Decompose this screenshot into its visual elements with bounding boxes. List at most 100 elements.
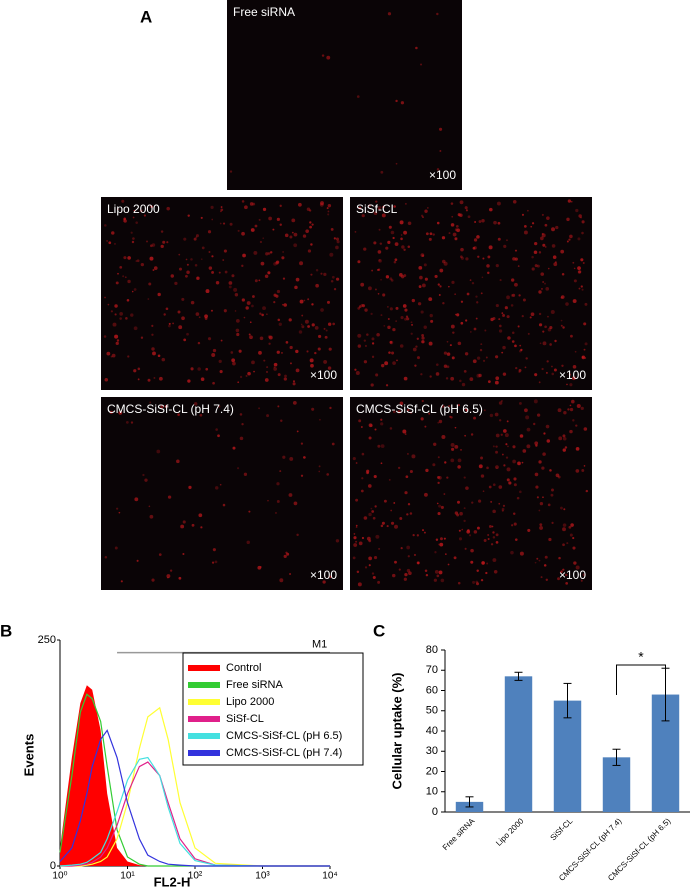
fluorescent-spot	[104, 555, 108, 559]
fluorescent-spot	[186, 270, 190, 275]
fluorescent-spot	[446, 476, 449, 479]
fluorescent-spot	[536, 496, 539, 499]
fluorescent-spot	[577, 266, 581, 271]
fluorescent-spot	[398, 272, 403, 277]
fluorescent-spot	[279, 223, 282, 226]
fluorescent-spot	[323, 327, 326, 330]
fluorescent-spot	[230, 351, 234, 354]
fluorescent-spot	[281, 303, 284, 306]
fluorescent-spot	[463, 507, 466, 510]
fluorescent-spot	[299, 261, 304, 266]
y-axis-label: Cellular uptake (%)	[389, 672, 404, 789]
fluorescent-spot	[130, 313, 134, 317]
legend-box	[182, 652, 364, 766]
fluorescent-spot	[435, 363, 439, 366]
bar	[553, 700, 582, 812]
fluorescent-spot	[371, 342, 375, 345]
fluorescent-spot	[505, 456, 509, 459]
fluorescent-spot	[137, 378, 140, 381]
fluorescent-spot	[363, 247, 367, 251]
fluorescent-spot	[215, 281, 220, 285]
fluorescent-spot	[358, 541, 363, 546]
fluorescent-spot	[558, 436, 563, 441]
fluorescent-spot	[539, 342, 542, 345]
fluorescent-spot	[231, 358, 236, 363]
fluorescent-spot	[426, 207, 429, 209]
fluorescent-spot	[403, 248, 406, 252]
fluorescent-spot	[519, 490, 522, 494]
fluorescent-spot	[331, 442, 335, 446]
fluorescent-spot	[314, 326, 319, 330]
fluorescent-spot	[422, 529, 424, 532]
fluorescent-spot	[246, 301, 251, 305]
fluorescent-spot	[164, 405, 168, 408]
fluorescent-spot	[140, 262, 144, 267]
fluorescent-spot	[258, 407, 260, 410]
fluorescent-spot	[144, 478, 148, 482]
fluorescent-spot	[557, 577, 560, 581]
fluorescent-spot	[457, 458, 462, 463]
fluorescent-spot	[562, 436, 567, 441]
fluorescent-spot	[210, 205, 214, 209]
histogram-line	[59, 729, 330, 867]
fluorescent-spot	[220, 208, 224, 212]
fluorescent-spot	[355, 526, 358, 528]
fluorescent-spot	[473, 327, 477, 331]
fluorescent-spot	[366, 333, 369, 336]
fluorescent-spot	[441, 404, 445, 408]
fluorescent-spot	[480, 292, 483, 295]
fluorescent-spot	[423, 325, 427, 329]
fluorescent-spot	[291, 231, 294, 234]
fluorescent-spot	[295, 277, 300, 282]
fluorescent-spot	[472, 359, 477, 364]
fluorescent-spot	[185, 258, 188, 261]
fluorescent-spot	[502, 504, 506, 507]
fluorescent-spot	[564, 446, 568, 449]
fluorescent-spot	[465, 257, 469, 261]
fluorescent-spot	[127, 355, 130, 358]
fluorescent-spot	[424, 277, 428, 281]
fluorescent-spot	[407, 503, 411, 506]
fluorescent-spot	[355, 540, 358, 543]
fluorescent-spot	[289, 235, 293, 239]
fluorescent-spot	[212, 548, 216, 552]
fluorescent-spot	[563, 410, 567, 415]
fluorescent-spot	[162, 240, 166, 244]
fluorescent-spot	[473, 416, 477, 420]
fluorescent-spot	[470, 548, 474, 553]
fluorescent-spot	[498, 502, 501, 505]
fluorescent-spot	[492, 558, 497, 562]
magnification: ×100	[310, 368, 337, 382]
x-tick-label: Lipo 2000	[494, 816, 526, 848]
fluorescent-spot	[273, 366, 276, 369]
fluorescent-spot	[456, 313, 460, 317]
fluorescent-spot	[380, 462, 383, 465]
fluorescent-spot	[187, 214, 190, 217]
fluorescent-spot	[327, 366, 332, 370]
fluorescent-spot	[488, 245, 493, 250]
fluorescent-spot	[178, 325, 183, 330]
fluorescent-spot	[461, 528, 464, 531]
fluorescent-spot	[387, 240, 391, 244]
fluorescent-spot	[232, 446, 236, 450]
fluorescent-spot	[558, 556, 561, 560]
fluorescent-spot	[516, 496, 520, 500]
fluorescent-spot	[115, 281, 119, 285]
fluorescent-spot	[378, 547, 381, 550]
fluorescent-spot	[276, 289, 281, 294]
fluorescent-spot	[399, 516, 403, 520]
fluorescent-spot	[394, 524, 399, 529]
fluorescent-spot	[392, 410, 396, 414]
x-tick-label: 10⁴	[322, 871, 337, 882]
fluorescent-spot	[296, 533, 299, 537]
fluorescent-spot	[506, 315, 510, 319]
fluorescent-spot	[580, 579, 583, 582]
fluorescent-spot	[450, 376, 455, 381]
fluorescent-spot	[205, 289, 210, 294]
fluorescent-spot	[391, 351, 395, 355]
fluorescent-spot	[495, 303, 499, 308]
fluorescent-spot	[575, 469, 580, 473]
fluorescent-spot	[544, 325, 547, 329]
fluorescent-spot	[567, 408, 570, 411]
fluorescent-spot	[115, 341, 119, 345]
